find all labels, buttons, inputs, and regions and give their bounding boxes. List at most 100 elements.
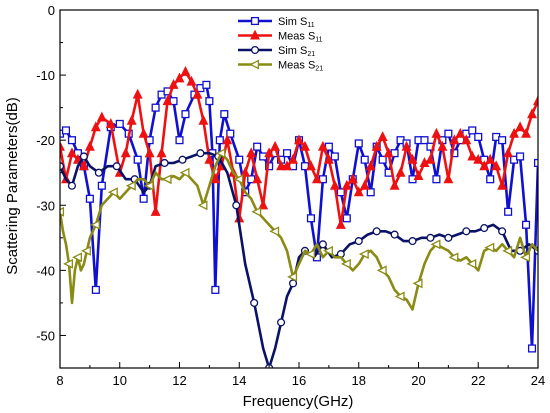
data-point — [520, 252, 531, 263]
series-layer — [60, 65, 538, 368]
y-tick-label: -30 — [36, 198, 55, 213]
data-point — [138, 127, 149, 138]
data-point — [372, 227, 381, 236]
data-point — [60, 140, 65, 151]
x-tick-label: 20 — [411, 373, 425, 388]
data-point — [94, 168, 103, 177]
data-point — [502, 245, 513, 256]
data-point — [270, 140, 281, 151]
data-point — [484, 242, 495, 253]
data-point — [288, 153, 298, 164]
data-point — [107, 187, 118, 198]
legend-entry: Sim S21 — [238, 45, 315, 58]
data-point — [288, 279, 298, 288]
data-point — [61, 126, 71, 135]
data-point — [317, 140, 328, 151]
data-point — [383, 147, 394, 158]
legend-entry: Sim S11 — [238, 16, 315, 29]
data-point — [420, 136, 429, 145]
legend-marker — [250, 29, 260, 40]
data-point — [78, 160, 89, 171]
data-point — [90, 121, 101, 132]
data-point — [115, 119, 124, 128]
data-point — [240, 166, 251, 177]
data-point — [336, 188, 345, 197]
data-point — [178, 155, 187, 164]
data-point — [341, 179, 352, 190]
data-point — [378, 155, 387, 164]
data-point — [179, 167, 190, 178]
data-point — [533, 95, 538, 106]
legend-entry: Meas S11 — [238, 29, 323, 44]
data-point — [485, 153, 496, 164]
data-point — [210, 173, 221, 184]
data-point — [353, 186, 364, 197]
data-point — [197, 200, 208, 211]
series-meas-s21 — [60, 148, 538, 311]
series-meas-s11 — [60, 65, 538, 229]
data-point — [503, 147, 514, 158]
data-point — [527, 344, 537, 353]
data-point — [425, 153, 436, 164]
data-point — [282, 160, 293, 171]
data-point — [455, 127, 466, 138]
data-point — [60, 162, 65, 171]
legend-label-main: Meas S — [278, 31, 315, 43]
data-point — [258, 199, 269, 210]
y-tick-label: -40 — [36, 263, 55, 278]
data-point — [300, 140, 310, 151]
data-point — [294, 134, 304, 145]
data-point — [81, 245, 91, 256]
data-point — [306, 214, 315, 223]
data-point — [198, 114, 209, 125]
data-point — [112, 162, 121, 171]
data-point — [276, 160, 287, 171]
data-point — [162, 95, 173, 106]
data-point — [408, 237, 417, 246]
legend-label-main: Sim S — [278, 16, 307, 28]
data-point — [96, 111, 107, 122]
data-point — [498, 227, 507, 236]
legend-label: Sim S11 — [278, 16, 315, 29]
data-point — [449, 134, 460, 145]
legend-label-subscript: 21 — [307, 51, 315, 58]
legend-marker — [249, 59, 260, 70]
legend-marker — [250, 16, 260, 26]
data-point — [426, 233, 435, 242]
data-point — [527, 108, 537, 119]
y-tick-label: -20 — [36, 133, 55, 148]
data-point — [354, 237, 363, 246]
data-point — [205, 97, 214, 106]
data-point — [133, 155, 142, 164]
data-point — [181, 110, 190, 119]
data-point — [474, 132, 483, 141]
y-tick-label: 0 — [48, 3, 55, 18]
series-line — [60, 151, 538, 311]
data-point — [340, 258, 351, 269]
y-tick-label: -50 — [36, 328, 55, 343]
x-tick-label: 24 — [531, 373, 545, 388]
series-line — [60, 70, 538, 227]
data-point — [516, 152, 525, 161]
data-point — [468, 126, 477, 135]
data-point — [277, 318, 286, 327]
legend-label-main: Sim S — [278, 45, 307, 57]
data-point — [226, 129, 235, 138]
data-point — [443, 173, 454, 184]
data-point — [509, 127, 520, 138]
data-point — [498, 136, 507, 145]
data-point — [491, 160, 502, 171]
legend-label: Meas S21 — [278, 60, 323, 73]
data-point — [66, 147, 77, 158]
data-point — [175, 136, 184, 145]
legend-label: Sim S21 — [278, 45, 315, 58]
legend-label-main: Meas S — [278, 60, 315, 72]
data-point — [407, 153, 418, 164]
data-point — [335, 218, 346, 229]
data-point — [330, 152, 339, 161]
data-point — [432, 175, 441, 184]
x-tick-label: 12 — [172, 373, 186, 388]
data-point — [252, 173, 263, 184]
y-axis: 0 -10 -20 -30 -40 -50 — [36, 3, 66, 369]
